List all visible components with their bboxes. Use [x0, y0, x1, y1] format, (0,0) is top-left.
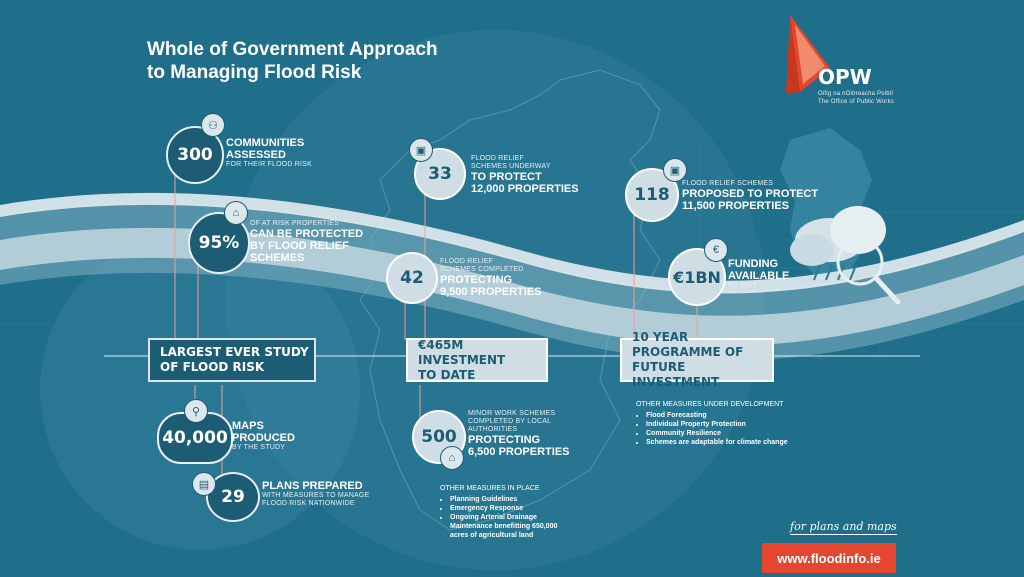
funding-label-2: AVAILABLE: [728, 270, 790, 282]
completed-text: FLOOD RELIEF SCHEMES COMPLETED PROTECTIN…: [440, 258, 542, 298]
maps-label-2: PRODUCED: [232, 432, 295, 444]
programme-box-line-2: FUTURE INVESTMENT: [632, 360, 720, 389]
minor-text: MINOR WORK SCHEMES COMPLETED BY LOCAL AU…: [468, 410, 570, 458]
map-pin-icon: ⚲: [184, 399, 208, 423]
measures-dev-item: Schemes are adaptable for climate change: [646, 438, 788, 447]
programme-box: 10 YEAR PROGRAMME OF FUTURE INVESTMENT: [620, 330, 774, 389]
title-line-2: to Managing Flood Risk: [147, 62, 362, 83]
funding-small: TO 2027: [728, 282, 757, 289]
communities-label-2: ASSESSED: [226, 149, 286, 161]
measures-place-item-cont: Maintenance benefitting 650,000: [450, 523, 558, 530]
cloud-rain-icon: [790, 206, 901, 305]
maps-value: 40,000: [162, 428, 228, 448]
study-box-line-2: OF FLOOD RISK: [160, 360, 265, 374]
communities-value: 300: [177, 145, 213, 165]
at-risk-label-3: SCHEMES: [250, 252, 305, 264]
completed-label-1: PROTECTING: [440, 274, 513, 286]
minor-label-2: 6,500 PROPERTIES: [468, 446, 570, 458]
completed-small-2: SCHEMES COMPLETED: [440, 266, 524, 273]
measures-under-development: OTHER MEASURES UNDER DEVELOPMENT Flood F…: [636, 400, 788, 447]
underway-label-1: TO PROTECT: [471, 171, 542, 183]
logo-line-2: The Office of Public Works: [818, 99, 895, 105]
proposed-label-2: 11,500 PROPERTIES: [682, 200, 789, 212]
funding-value: €1BN: [673, 267, 721, 287]
completed-circle: 42: [386, 252, 438, 304]
laptop-icon: ▣: [409, 138, 433, 162]
communities-label-1: COMMUNITIES: [226, 137, 305, 149]
title-line-1: Whole of Government Approach: [147, 39, 438, 60]
funding-label-1: FUNDING: [728, 258, 779, 270]
minor-circle: 500: [412, 410, 466, 464]
page-title: Whole of Government Approach to Managing…: [147, 38, 438, 84]
measures-place-item: Emergency Response: [450, 504, 557, 513]
logo-line-1: Oifig na nOibreacha Poiblí: [818, 91, 894, 97]
minor-value: 500: [421, 427, 457, 447]
completed-value: 42: [400, 268, 424, 288]
people-icon: ⚇: [201, 113, 225, 137]
document-icon: ▤: [192, 472, 216, 496]
investment-box-line-2: TO DATE: [418, 367, 476, 382]
plans-value: 29: [221, 487, 245, 507]
proposed-value: 118: [634, 185, 670, 205]
measures-place-item: Planning Guidelines: [450, 495, 557, 504]
measures-place-item: Ongoing Arterial Drainage: [450, 513, 557, 522]
footer-tagline: for plans and maps: [790, 520, 897, 535]
plans-small-1: WITH MEASURES TO MANAGE: [262, 492, 370, 499]
house-icon: ⌂: [224, 201, 248, 225]
minor-small-2: COMPLETED BY LOCAL: [468, 418, 552, 425]
measures-in-place: OTHER MEASURES IN PLACE Planning Guideli…: [440, 484, 557, 540]
floodinfo-link[interactable]: www.floodinfo.ie: [762, 543, 896, 573]
measures-dev-item: Community Resilience: [646, 429, 788, 438]
maps-small: BY THE STUDY: [232, 444, 286, 451]
euro-icon: €: [704, 238, 728, 262]
at-risk-text: OF AT RISK PROPERTIES CAN BE PROTECTED B…: [250, 220, 363, 264]
maps-text: MAPS PRODUCED BY THE STUDY: [232, 420, 295, 452]
measures-place-item-cont: acres of agricultural land: [450, 532, 534, 539]
measures-dev-item: Individual Property Protection: [646, 420, 788, 429]
underway-value: 33: [428, 164, 452, 184]
plans-small-2: FLOOD RISK NATIONWIDE: [262, 500, 355, 507]
floodinfo-url[interactable]: www.floodinfo.ie: [777, 550, 881, 566]
programme-box-line-1: 10 YEAR PROGRAMME OF: [632, 330, 744, 359]
measures-dev-heading: OTHER MEASURES UNDER DEVELOPMENT: [636, 401, 784, 408]
completed-small-1: FLOOD RELIEF: [440, 258, 493, 265]
underway-small-2: SCHEMES UNDERWAY: [471, 163, 551, 170]
maps-label-1: MAPS: [232, 420, 264, 432]
proposed-label-1: PROPOSED TO PROTECT: [682, 188, 819, 200]
minor-small-1: MINOR WORK SCHEMES: [468, 410, 556, 417]
at-risk-label-1: CAN BE PROTECTED: [250, 228, 364, 240]
at-risk-circle: 95%: [188, 212, 250, 274]
opw-logo-mark: [786, 15, 830, 94]
opw-logo: OPW Oifig na nOibreacha Poiblí The Offic…: [818, 66, 894, 106]
logo-name: OPW: [818, 65, 872, 89]
measures-dev-item: Flood Forecasting: [646, 411, 788, 420]
study-box-line-1: LARGEST EVER STUDY: [160, 345, 309, 359]
proposed-small: FLOOD RELIEF SCHEMES: [682, 180, 774, 187]
at-risk-small: OF AT RISK PROPERTIES: [250, 220, 339, 227]
communities-small: FOR THEIR FLOOD RISK: [226, 161, 312, 168]
house-icon: ⌂: [440, 446, 464, 470]
funding-text: FUNDING AVAILABLE TO 2027: [728, 258, 789, 290]
at-risk-label-2: BY FLOOD RELIEF: [250, 240, 349, 252]
proposed-text: FLOOD RELIEF SCHEMES PROPOSED TO PROTECT…: [682, 180, 818, 212]
underway-label-2: 12,000 PROPERTIES: [471, 183, 579, 195]
measures-place-heading: OTHER MEASURES IN PLACE: [440, 485, 540, 492]
communities-text: COMMUNITIES ASSESSED FOR THEIR FLOOD RIS…: [226, 137, 312, 169]
at-risk-value: 95%: [198, 233, 240, 253]
funding-circle: €1BN: [668, 248, 726, 306]
investment-box: €465M INVESTMENT TO DATE: [406, 338, 548, 382]
study-box: LARGEST EVER STUDY OF FLOOD RISK: [148, 338, 316, 382]
completed-label-2: 9,500 PROPERTIES: [440, 286, 542, 298]
underway-small-1: FLOOD RELIEF: [471, 155, 524, 162]
investment-box-line-1: €465M INVESTMENT: [418, 337, 506, 367]
minor-label-1: PROTECTING: [468, 434, 541, 446]
plans-text: PLANS PREPARED WITH MEASURES TO MANAGE F…: [262, 480, 369, 508]
minor-small-3: AUTHORITIES: [468, 426, 518, 433]
underway-text: FLOOD RELIEF SCHEMES UNDERWAY TO PROTECT…: [471, 155, 579, 195]
laptop-icon: ▣: [663, 158, 687, 182]
plans-label-1: PLANS PREPARED: [262, 480, 363, 492]
